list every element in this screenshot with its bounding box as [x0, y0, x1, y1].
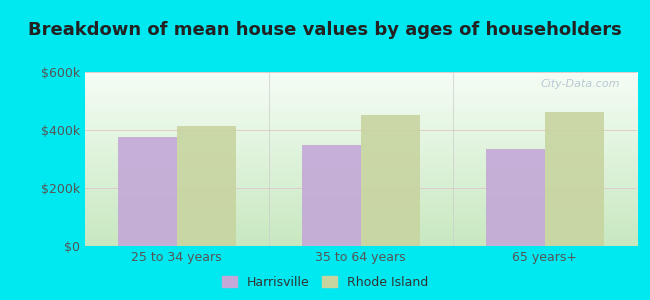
- Bar: [302, 145, 361, 246]
- Bar: [545, 112, 604, 246]
- Bar: [177, 126, 235, 246]
- Legend: Harrisville, Rhode Island: Harrisville, Rhode Island: [216, 271, 434, 294]
- Text: Breakdown of mean house values by ages of householders: Breakdown of mean house values by ages o…: [28, 21, 622, 39]
- Bar: [486, 149, 545, 246]
- Bar: [361, 115, 420, 246]
- Bar: [118, 137, 177, 246]
- Text: City-Data.com: City-Data.com: [541, 79, 620, 89]
